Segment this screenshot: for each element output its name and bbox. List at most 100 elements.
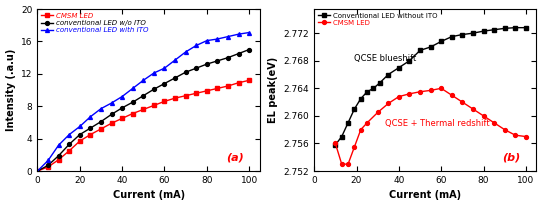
CMSM LED — [108, 122, 115, 124]
Conventional LED without ITO — [459, 33, 466, 36]
Conventional LED without ITO — [385, 73, 391, 76]
conventional LED with ITO — [140, 79, 146, 82]
conventional LED w/o ITO — [204, 63, 210, 65]
CMSM LED — [76, 140, 83, 142]
conventional LED w/o ITO — [87, 127, 94, 129]
Conventional LED without ITO — [427, 46, 434, 48]
conventional LED with ITO — [130, 87, 136, 90]
conventional LED w/o ITO — [172, 77, 178, 79]
CMSM LED — [87, 133, 94, 136]
Conventional LED without ITO — [396, 66, 402, 69]
conventional LED w/o ITO — [55, 154, 62, 157]
conventional LED with ITO — [235, 33, 242, 35]
CMSM LED — [427, 89, 434, 92]
CMSM LED — [480, 115, 487, 117]
CMSM LED — [396, 95, 402, 98]
CMSM LED — [438, 87, 444, 90]
conventional LED w/o ITO — [34, 170, 41, 172]
conventional LED with ITO — [182, 51, 189, 53]
conventional LED w/o ITO — [182, 71, 189, 74]
CMSM LED — [214, 87, 221, 90]
CMSM LED — [45, 166, 51, 168]
CMSM LED — [130, 112, 136, 115]
conventional LED w/o ITO — [66, 143, 73, 145]
conventional LED w/o ITO — [45, 164, 51, 167]
Conventional LED without ITO — [406, 60, 412, 62]
CMSM LED — [66, 150, 73, 152]
CMSM LED — [193, 92, 199, 95]
CMSM LED — [491, 122, 498, 124]
CMSM LED — [470, 108, 476, 110]
conventional LED w/o ITO — [151, 88, 157, 90]
Conventional LED without ITO — [417, 49, 423, 52]
CMSM LED — [204, 90, 210, 92]
conventional LED with ITO — [161, 67, 167, 69]
Line: conventional LED with ITO: conventional LED with ITO — [36, 31, 251, 173]
conventional LED with ITO — [246, 31, 253, 34]
Line: CMSM LED: CMSM LED — [36, 78, 251, 173]
conventional LED with ITO — [225, 35, 231, 38]
CMSM LED — [161, 100, 167, 103]
conventional LED w/o ITO — [193, 67, 199, 69]
CMSM LED — [345, 163, 351, 165]
Conventional LED without ITO — [470, 32, 476, 34]
Text: QCSE blueshift: QCSE blueshift — [354, 54, 416, 63]
conventional LED w/o ITO — [225, 56, 231, 59]
conventional LED with ITO — [34, 170, 41, 172]
Text: (a): (a) — [227, 153, 244, 163]
conventional LED with ITO — [87, 116, 94, 118]
Conventional LED without ITO — [345, 122, 351, 124]
CMSM LED — [358, 128, 364, 131]
conventional LED w/o ITO — [130, 101, 136, 103]
Text: QCSE + Thermal redshift: QCSE + Thermal redshift — [385, 119, 490, 128]
conventional LED with ITO — [98, 108, 104, 110]
CMSM LED — [501, 128, 508, 131]
Conventional LED without ITO — [491, 28, 498, 31]
conventional LED with ITO — [119, 95, 125, 98]
CMSM LED — [406, 92, 412, 95]
Line: Conventional LED without ITO: Conventional LED without ITO — [333, 26, 528, 147]
Conventional LED without ITO — [501, 27, 508, 30]
Conventional LED without ITO — [358, 97, 364, 100]
conventional LED with ITO — [151, 72, 157, 74]
conventional LED with ITO — [108, 102, 115, 104]
CMSM LED — [351, 146, 358, 148]
conventional LED w/o ITO — [108, 113, 115, 116]
Conventional LED without ITO — [332, 144, 339, 146]
CMSM LED — [449, 94, 455, 96]
CMSM LED — [332, 142, 339, 145]
Conventional LED without ITO — [351, 108, 358, 110]
Legend: CMSM LED, conventional LED w/o ITO, conventional LED with ITO: CMSM LED, conventional LED w/o ITO, conv… — [40, 11, 150, 35]
CMSM LED — [151, 104, 157, 107]
conventional LED w/o ITO — [140, 95, 146, 97]
Conventional LED without ITO — [377, 82, 383, 84]
Conventional LED without ITO — [522, 26, 529, 29]
Line: conventional LED w/o ITO: conventional LED w/o ITO — [36, 48, 251, 173]
Line: CMSM LED: CMSM LED — [333, 86, 528, 166]
CMSM LED — [459, 101, 466, 103]
CMSM LED — [364, 122, 370, 124]
CMSM LED — [246, 79, 253, 82]
conventional LED w/o ITO — [214, 60, 221, 62]
Y-axis label: Intensity (.a.u): Intensity (.a.u) — [5, 49, 16, 131]
CMSM LED — [512, 134, 519, 136]
CMSM LED — [385, 102, 391, 105]
X-axis label: Current (mA): Current (mA) — [113, 190, 185, 200]
conventional LED w/o ITO — [246, 48, 253, 51]
Y-axis label: EL peak(eV): EL peak(eV) — [268, 57, 278, 123]
CMSM LED — [417, 90, 423, 93]
conventional LED w/o ITO — [235, 52, 242, 55]
CMSM LED — [225, 85, 231, 87]
CMSM LED — [55, 158, 62, 161]
conventional LED w/o ITO — [119, 107, 125, 109]
CMSM LED — [522, 135, 529, 138]
conventional LED with ITO — [204, 39, 210, 42]
CMSM LED — [98, 128, 104, 130]
CMSM LED — [182, 95, 189, 97]
conventional LED with ITO — [66, 133, 73, 136]
conventional LED w/o ITO — [161, 82, 167, 85]
Conventional LED without ITO — [449, 35, 455, 38]
conventional LED with ITO — [172, 59, 178, 61]
Conventional LED without ITO — [512, 26, 519, 29]
Legend: Conventional LED without ITO, CMSM LED: Conventional LED without ITO, CMSM LED — [317, 11, 439, 27]
